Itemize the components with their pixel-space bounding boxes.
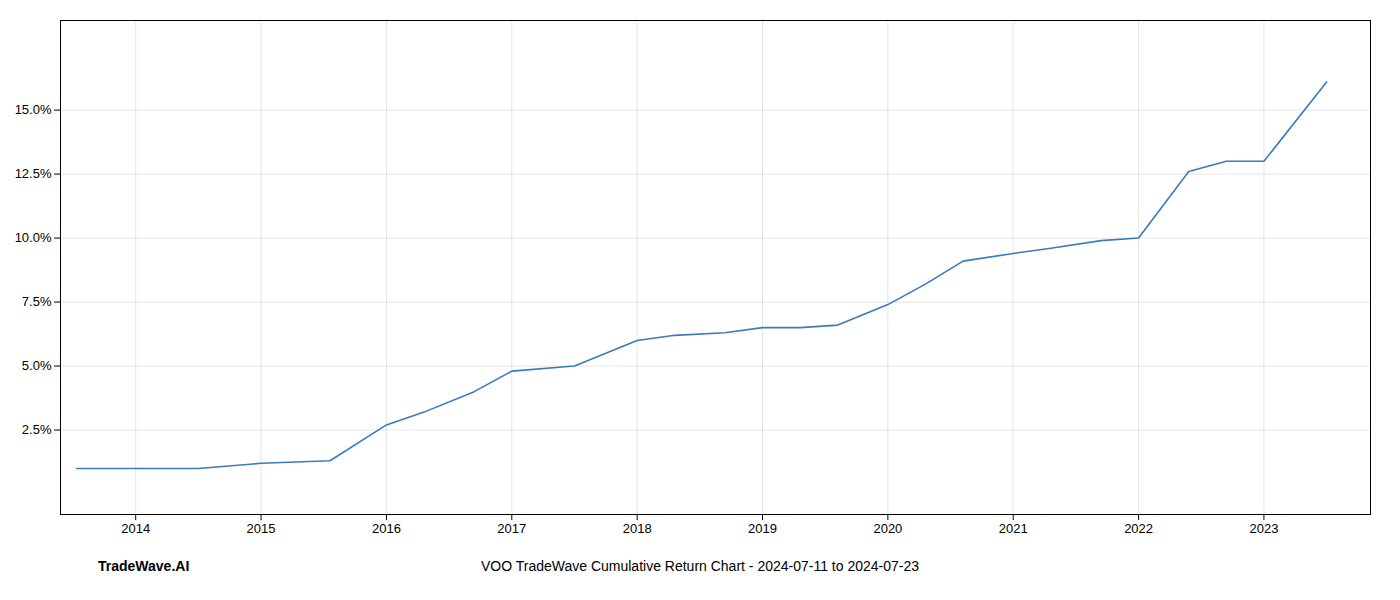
svg-text:2016: 2016 <box>372 521 401 536</box>
svg-text:2014: 2014 <box>121 521 150 536</box>
svg-text:15.0%: 15.0% <box>15 102 52 117</box>
svg-text:10.0%: 10.0% <box>15 230 52 245</box>
svg-text:2021: 2021 <box>999 521 1028 536</box>
svg-text:2022: 2022 <box>1124 521 1153 536</box>
svg-text:2023: 2023 <box>1249 521 1278 536</box>
svg-text:2015: 2015 <box>247 521 276 536</box>
svg-text:2020: 2020 <box>873 521 902 536</box>
svg-text:2018: 2018 <box>623 521 652 536</box>
svg-text:2.5%: 2.5% <box>22 422 52 437</box>
svg-text:2019: 2019 <box>748 521 777 536</box>
svg-text:7.5%: 7.5% <box>22 294 52 309</box>
html-text:TradeWave.AI: TradeWave.AI <box>98 558 190 574</box>
svg-text:12.5%: 12.5% <box>15 166 52 181</box>
svg-text:5.0%: 5.0% <box>22 358 52 373</box>
svg-text:2017: 2017 <box>497 521 526 536</box>
html-text:VOO TradeWave Cumulative Retur: VOO TradeWave Cumulative Return Chart - … <box>480 558 919 574</box>
